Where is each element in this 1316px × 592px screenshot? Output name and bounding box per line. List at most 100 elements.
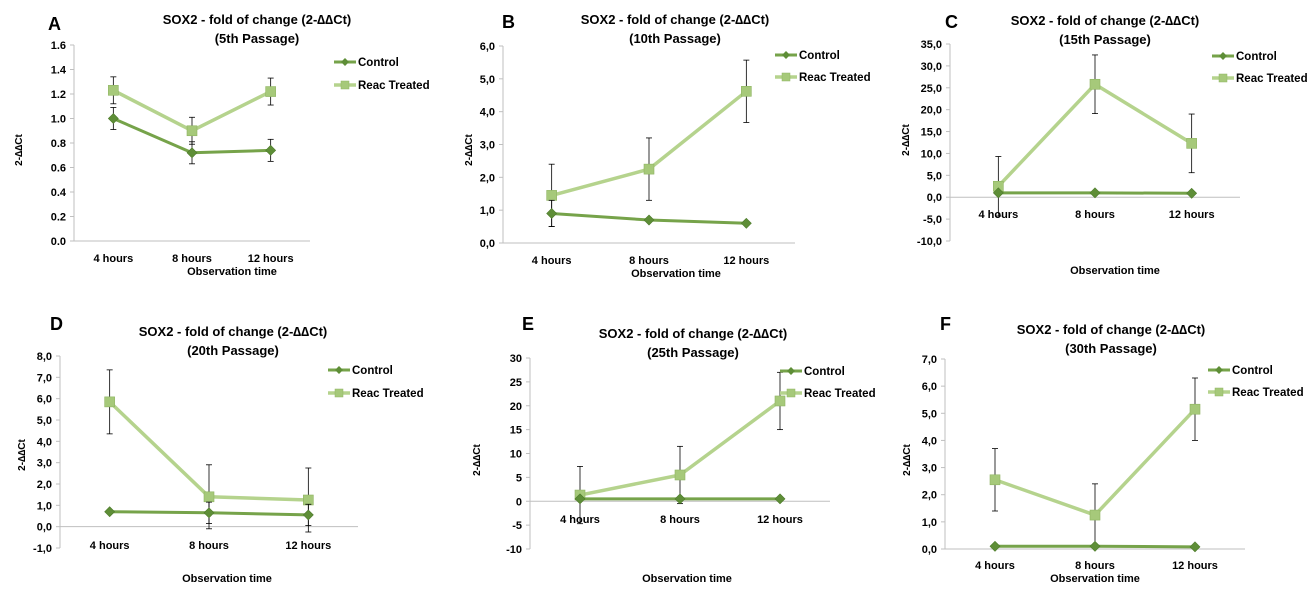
data-point-diamond <box>675 494 685 504</box>
data-point-diamond <box>303 510 313 520</box>
series-control <box>105 502 314 525</box>
data-point-square <box>105 397 115 407</box>
y-tick-label: 0,0 <box>480 238 495 250</box>
data-point-square <box>775 396 785 406</box>
series-control <box>990 541 1200 552</box>
legend-marker-control <box>1215 366 1223 374</box>
y-axis-title: 2-∆∆Ct <box>17 438 28 470</box>
data-point-diamond <box>187 148 197 158</box>
series-control <box>575 494 785 504</box>
data-point-square <box>1090 79 1100 89</box>
y-tick-label: 1.4 <box>51 65 67 77</box>
y-axis-title: 2-∆∆Ct <box>464 133 475 165</box>
x-tick-label: 12 hours <box>1172 560 1218 572</box>
legend-label-control: Control <box>352 365 393 377</box>
y-tick-label: 0.8 <box>51 138 66 150</box>
legend-marker-control <box>782 51 790 59</box>
series-control <box>993 188 1196 198</box>
data-point-square <box>741 86 751 96</box>
y-tick-label: 2,0 <box>480 172 495 184</box>
y-axis-title: 2-∆∆Ct <box>472 443 483 475</box>
chart-panel-f: F SOX2 - fold of change (2-∆∆Ct) (30th Pas… <box>902 314 1304 585</box>
data-point-square <box>1187 138 1197 148</box>
legend-label-control: Control <box>1232 365 1273 377</box>
y-tick-label: 4,0 <box>922 435 937 447</box>
legend-marker-treated <box>1219 74 1227 82</box>
data-point-square <box>1090 510 1100 520</box>
legend-marker-control <box>335 366 343 374</box>
y-tick-label: -10 <box>506 544 522 556</box>
data-point-square <box>990 475 1000 485</box>
x-axis-title: Observation time <box>631 268 721 280</box>
chart-subtitle: (25th Passage) <box>647 345 739 360</box>
legend-marker-treated <box>335 389 343 397</box>
y-tick-label: -10,0 <box>917 236 942 248</box>
chart-panel-e: E SOX2 - fold of change (2-∆∆Ct) (25th Pas… <box>472 314 876 585</box>
y-tick-label: 15 <box>510 425 522 437</box>
chart-subtitle: (10th Passage) <box>629 31 721 46</box>
chart-title: SOX2 - fold of change (2-∆∆Ct) <box>599 326 788 341</box>
y-tick-label: 6,0 <box>480 41 495 53</box>
panel-letter: F <box>940 314 951 334</box>
y-tick-label: 7,0 <box>37 372 52 384</box>
y-tick-label: 2,0 <box>37 479 52 491</box>
y-tick-label: 20,0 <box>921 105 942 117</box>
chart-title: SOX2 - fold of change (2-∆∆Ct) <box>1017 322 1206 337</box>
y-tick-label: 30 <box>510 353 522 365</box>
legend-marker-control <box>787 367 795 375</box>
x-tick-label: 8 hours <box>172 253 212 265</box>
x-tick-label: 8 hours <box>1075 209 1115 221</box>
y-tick-label: 6,0 <box>37 394 52 406</box>
data-point-square <box>675 470 685 480</box>
y-tick-label: 2,0 <box>922 490 937 502</box>
y-tick-label: -1,0 <box>33 543 52 555</box>
y-axis-title: 2-∆∆Ct <box>901 123 912 155</box>
legend: Control Reac Treated <box>328 365 424 400</box>
data-point-diamond <box>990 541 1000 551</box>
x-tick-label: 12 hours <box>1169 209 1215 221</box>
y-tick-label: 30,0 <box>921 61 942 73</box>
y-tick-label: 1,0 <box>922 517 937 529</box>
chart-subtitle: (15th Passage) <box>1059 32 1151 47</box>
data-point-diamond <box>547 208 557 218</box>
data-point-square <box>204 492 214 502</box>
data-point-square <box>547 190 557 200</box>
x-tick-label: 8 hours <box>189 540 229 552</box>
y-tick-label: 3,0 <box>480 140 495 152</box>
y-tick-label: 0,0 <box>922 544 937 556</box>
y-tick-label: -5,0 <box>923 214 942 226</box>
data-point-square <box>644 164 654 174</box>
y-tick-label: 1,0 <box>37 500 52 512</box>
data-point-diamond <box>775 494 785 504</box>
panel-letter: E <box>522 314 534 334</box>
x-tick-label: 12 hours <box>723 255 769 267</box>
legend-label-treated: Reac Treated <box>352 388 424 400</box>
x-tick-label: 8 hours <box>1075 560 1115 572</box>
x-axis-title: Observation time <box>187 266 277 278</box>
data-point-diamond <box>108 114 118 124</box>
series-control <box>547 200 752 228</box>
y-axis-title: 2-∆∆Ct <box>14 133 25 165</box>
y-tick-label: 8,0 <box>37 351 52 363</box>
y-tick-label: 5,0 <box>37 415 52 427</box>
legend-marker-treated <box>341 81 349 89</box>
y-tick-label: 35,0 <box>921 39 942 51</box>
legend: Control Reac Treated <box>775 50 871 84</box>
x-tick-label: 12 hours <box>757 514 803 526</box>
legend-label-control: Control <box>799 50 840 62</box>
x-axis-title: Observation time <box>182 573 272 585</box>
panel-letter: C <box>945 12 958 32</box>
chart-subtitle: (30th Passage) <box>1065 341 1157 356</box>
y-tick-label: 0,0 <box>37 522 52 534</box>
legend-label-control: Control <box>1236 51 1277 63</box>
legend-label-treated: Reac Treated <box>799 72 871 84</box>
y-tick-label: 5,0 <box>922 408 937 420</box>
data-point-square <box>1190 404 1200 414</box>
data-point-diamond <box>1090 188 1100 198</box>
data-point-square <box>108 85 118 95</box>
